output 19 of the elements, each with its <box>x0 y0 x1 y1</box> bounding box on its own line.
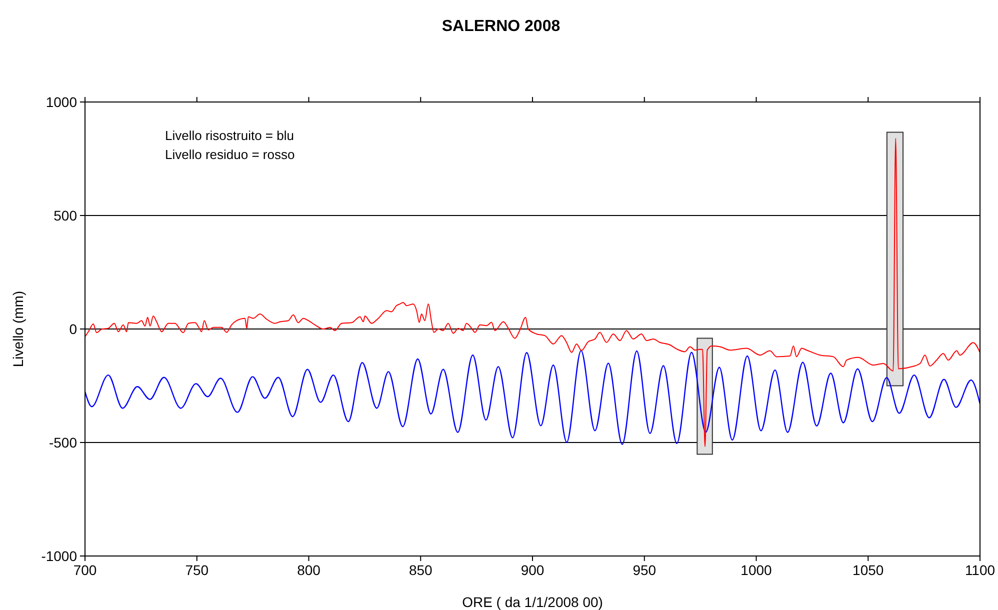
x-tick-label: 950 <box>632 562 656 578</box>
y-tick-label: 1000 <box>46 94 78 110</box>
x-axis-title: ORE ( da 1/1/2008 00) <box>462 594 603 610</box>
annotation: Livello risostruito = blu <box>165 128 294 143</box>
y-axis-title: Livello (mm) <box>10 290 26 368</box>
x-tick-label: 700 <box>73 562 97 578</box>
x-tick-label: 1050 <box>852 562 884 578</box>
x-tick-label: 800 <box>297 562 321 578</box>
chart-title: SALERNO 2008 <box>442 18 560 35</box>
y-tick-label: 500 <box>54 208 78 224</box>
y-tick-label: -1000 <box>41 548 78 564</box>
annotation: Livello residuo = rosso <box>165 147 295 162</box>
x-tick-label: 1000 <box>740 562 772 578</box>
x-tick-label: 750 <box>185 562 209 578</box>
y-tick-label: -500 <box>48 434 78 450</box>
x-tick-label: 1100 <box>964 562 996 578</box>
x-tick-label: 850 <box>408 562 433 578</box>
y-tick-label: 0 <box>69 321 78 337</box>
x-tick-label: 900 <box>520 562 544 578</box>
